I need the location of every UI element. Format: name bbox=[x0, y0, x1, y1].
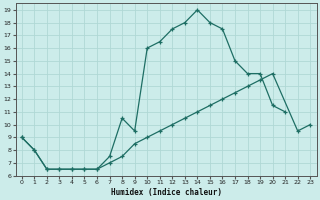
X-axis label: Humidex (Indice chaleur): Humidex (Indice chaleur) bbox=[110, 188, 221, 197]
